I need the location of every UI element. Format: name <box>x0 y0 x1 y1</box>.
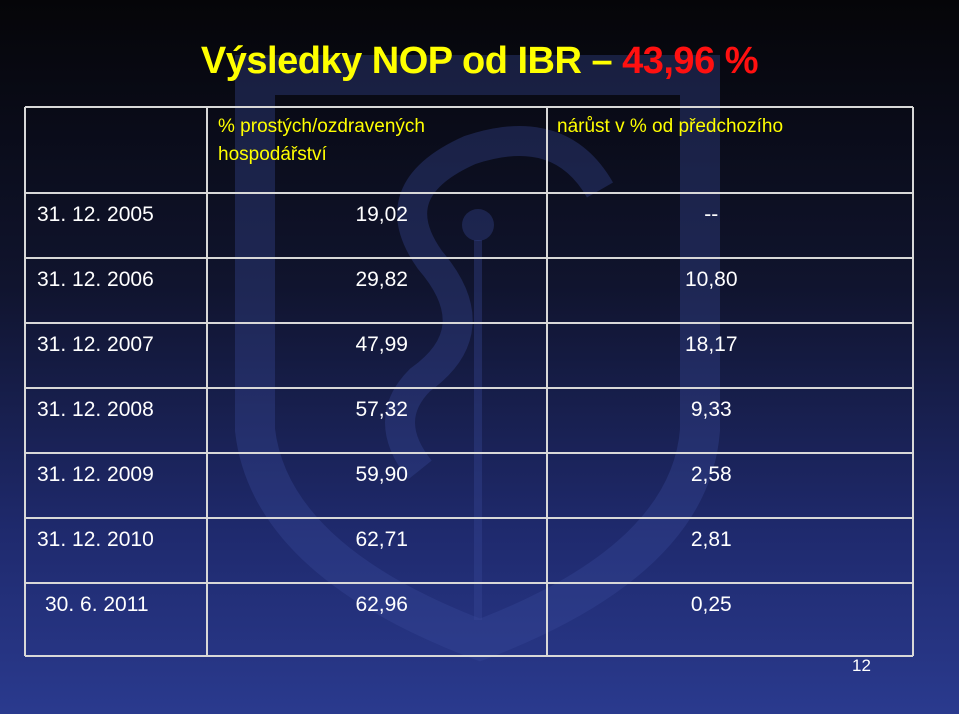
row-value: 19,02 <box>355 203 408 226</box>
column-header: % prostých/ozdravených <box>218 116 425 137</box>
row-value: 62,71 <box>355 528 408 551</box>
row-change: -- <box>704 203 719 226</box>
row-date: 31. 12. 2009 <box>37 463 154 486</box>
row-date: 31. 12. 2007 <box>37 333 154 356</box>
row-change: 2,81 <box>690 528 732 551</box>
row-change: 9,33 <box>690 398 732 421</box>
row-change: 2,58 <box>690 463 732 486</box>
row-date: 31. 12. 2006 <box>37 268 154 291</box>
row-date: 31. 12. 2008 <box>37 398 154 421</box>
row-change: 10,80 <box>684 268 738 291</box>
row-date: 31. 12. 2005 <box>37 203 154 226</box>
row-value: 59,90 <box>355 463 408 486</box>
title: Výsledky NOP od IBR –43,96 % <box>0 40 959 83</box>
row-value: 62,96 <box>355 593 408 616</box>
title-highlight: 43,96 % <box>622 40 759 82</box>
row-date: 30. 6. 2011 <box>45 593 149 616</box>
row-date: 31. 12. 2010 <box>37 528 154 551</box>
title-text: Výsledky NOP od IBR – <box>200 40 613 82</box>
column-header: hospodářství <box>218 144 327 165</box>
row-change: 0,25 <box>690 593 732 616</box>
row-change: 18,17 <box>684 333 738 356</box>
page-number: 12 <box>852 656 871 675</box>
row-value: 47,99 <box>355 333 408 356</box>
column-header: nárůst v % od předchozího <box>557 116 784 137</box>
row-value: 29,82 <box>355 268 408 291</box>
row-value: 57,32 <box>355 398 408 421</box>
